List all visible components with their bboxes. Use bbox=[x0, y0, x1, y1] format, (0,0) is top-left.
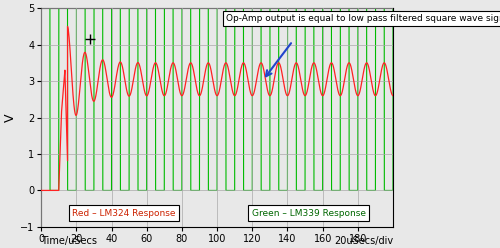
Text: Time/uSecs: Time/uSecs bbox=[41, 236, 97, 246]
Y-axis label: V: V bbox=[4, 113, 17, 122]
Text: Op-Amp output is equal to low pass filtered square wave signal: Op-Amp output is equal to low pass filte… bbox=[226, 14, 500, 23]
Text: Green – LM339 Response: Green – LM339 Response bbox=[252, 209, 366, 217]
Text: Red – LM324 Response: Red – LM324 Response bbox=[72, 209, 176, 217]
Text: 20uSecs/div: 20uSecs/div bbox=[334, 236, 393, 246]
